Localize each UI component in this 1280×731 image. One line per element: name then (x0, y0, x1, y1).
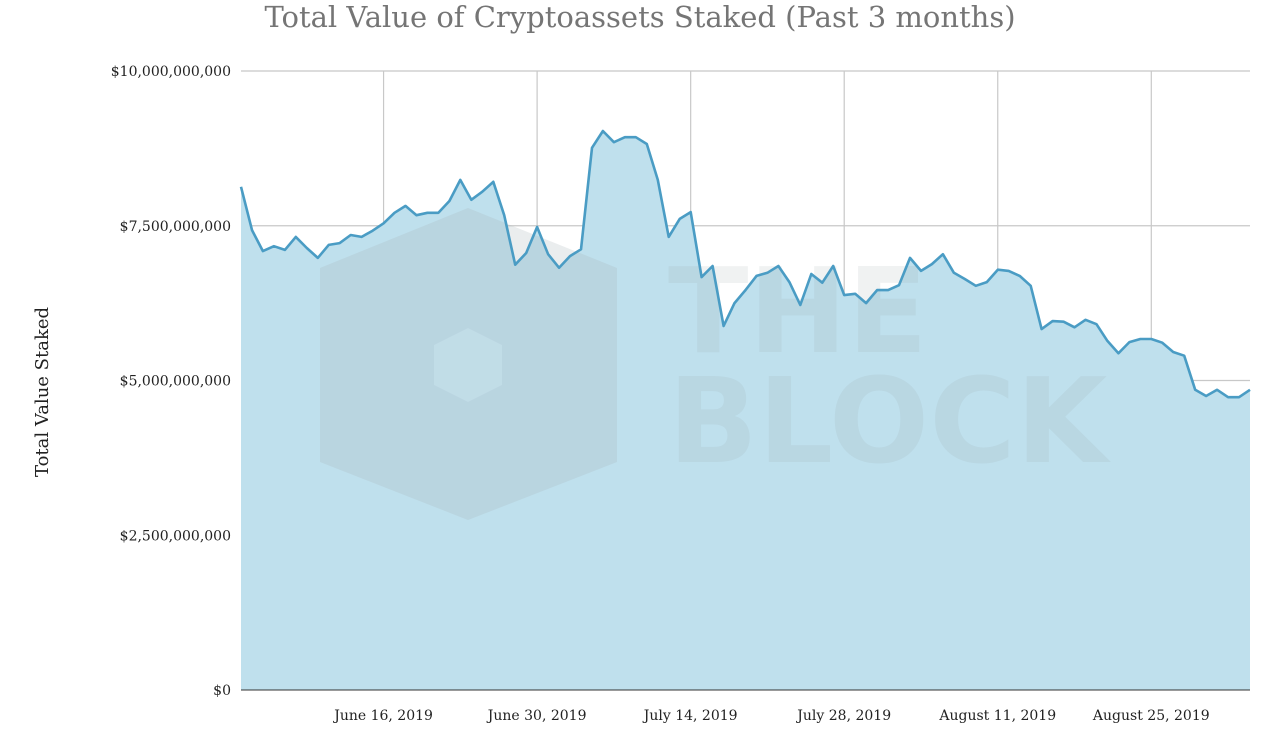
x-tick-label: August 25, 2019 (1092, 708, 1210, 724)
y-axis: $0 $2,500,000,000 $5,000,000,000 $7,500,000… (111, 64, 231, 699)
watermark-text-block: BLOCK (668, 352, 1112, 490)
y-tick-label: $7,500,000,000 (120, 219, 231, 235)
x-tick-label: August 11, 2019 (938, 708, 1056, 724)
chart-title: Total Value of Cryptoassets Staked (Past… (264, 0, 1015, 34)
x-tick-label: July 28, 2019 (795, 708, 891, 724)
watermark-logo: THE BLOCK (320, 208, 1112, 520)
y-tick-label: $0 (213, 683, 231, 699)
x-tick-label: June 16, 2019 (332, 708, 433, 724)
data-points (240, 130, 1251, 398)
y-axis-label: Total Value Staked (32, 307, 53, 477)
x-tick-label: July 14, 2019 (642, 708, 738, 724)
x-axis: June 16, 2019 June 30, 2019 July 14, 2019 J… (332, 708, 1209, 724)
watermark-text-the: THE (668, 242, 928, 380)
y-tick-label: $2,500,000,000 (120, 528, 231, 544)
y-tick-label: $10,000,000,000 (111, 64, 231, 80)
x-tick-label: June 30, 2019 (486, 708, 587, 724)
y-tick-label: $5,000,000,000 (120, 374, 231, 390)
